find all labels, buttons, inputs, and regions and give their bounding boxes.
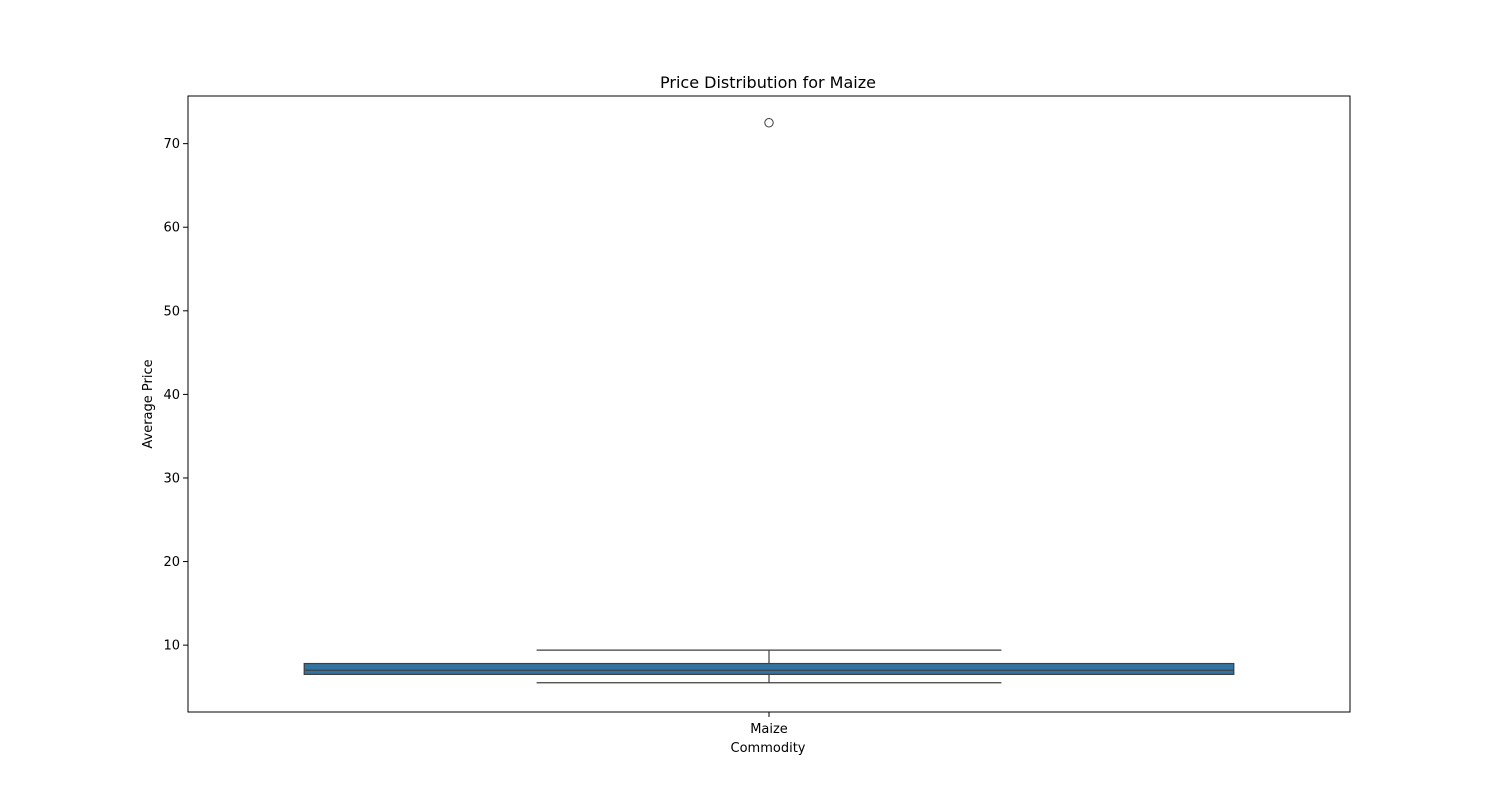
y-tick-label: 70 (163, 137, 180, 152)
outlier-point (764, 118, 774, 128)
y-tick-label: 40 (163, 388, 180, 403)
y-tick-label: 10 (163, 639, 180, 654)
plot-area (303, 118, 1235, 684)
y-tick-label: 50 (163, 304, 180, 319)
y-tick-label: 60 (163, 221, 180, 236)
y-tick-label: 30 (163, 471, 180, 486)
plot-frame (187, 95, 1351, 713)
x-axis: Maize (750, 712, 788, 737)
y-axis-label: Average Price (141, 359, 156, 448)
y-tick-label: 20 (163, 555, 180, 570)
iqr-box (303, 662, 1235, 675)
x-axis-label: Commodity (731, 741, 806, 756)
x-tick-label: Maize (750, 722, 788, 737)
y-axis: 10 20 30 40 50 60 70 (163, 137, 188, 654)
chart-title: Price Distribution for Maize (660, 73, 876, 92)
